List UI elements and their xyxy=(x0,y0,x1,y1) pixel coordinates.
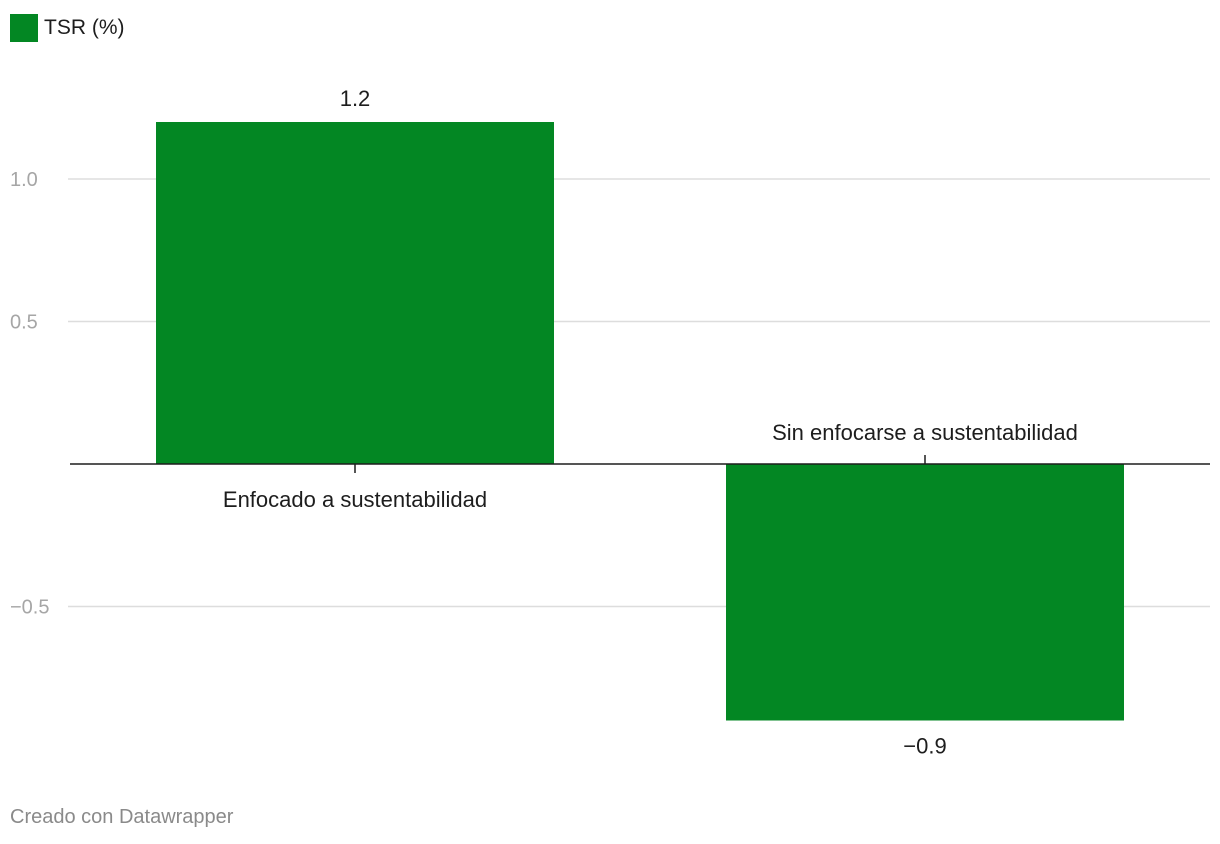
credit-text: Creado con Datawrapper xyxy=(10,806,234,828)
value-label: 1.2 xyxy=(340,86,371,111)
category-label: Enfocado a sustentabilidad xyxy=(223,487,487,512)
y-tick-label: 1.0 xyxy=(10,169,38,191)
legend: TSR (%) xyxy=(10,14,125,42)
legend-swatch xyxy=(10,14,38,42)
y-tick-label: −0.5 xyxy=(10,597,49,619)
y-tick-label: 0.5 xyxy=(10,312,38,334)
value-label: −0.9 xyxy=(903,734,946,759)
category-label: Sin enfocarse a sustentabilidad xyxy=(772,420,1078,445)
legend-label: TSR (%) xyxy=(44,16,125,39)
bar xyxy=(156,122,554,464)
bar xyxy=(726,464,1124,721)
